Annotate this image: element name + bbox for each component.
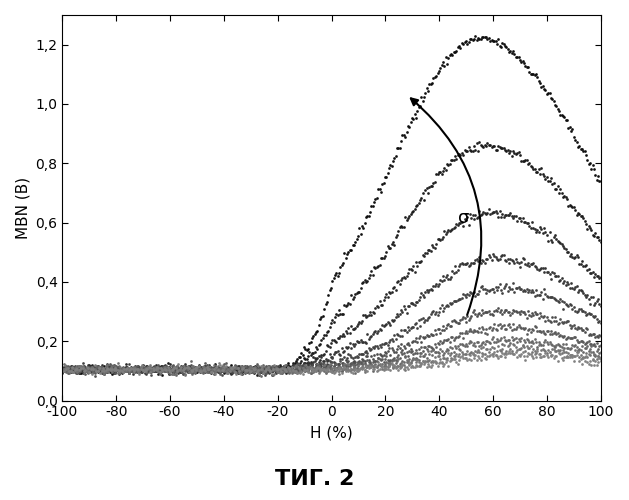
- Y-axis label: MBN (B): MBN (B): [15, 176, 30, 239]
- Text: ΤИГ. 2: ΤИГ. 2: [275, 469, 354, 489]
- Text: σ: σ: [458, 208, 469, 226]
- X-axis label: H (%): H (%): [310, 425, 353, 440]
